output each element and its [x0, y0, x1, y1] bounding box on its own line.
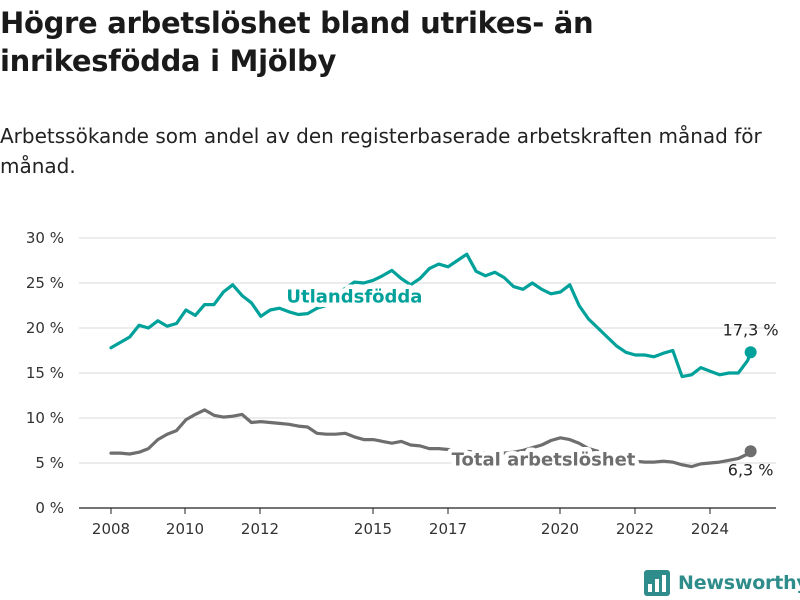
end-value-label: 6,3 %: [728, 460, 774, 479]
y-tick-label: 15 %: [26, 364, 64, 382]
series-label-halo: Utlandsfödda: [286, 287, 422, 308]
y-tick-label: 30 %: [26, 229, 64, 247]
series-label: Utlandsfödda: [286, 287, 422, 308]
x-tick-label: 2012: [241, 520, 279, 538]
series-line-total: [109, 408, 753, 469]
x-tick-label: 2017: [429, 520, 467, 538]
x-tick-label: 2020: [541, 520, 579, 538]
series-label-halo: Total arbetslöshet: [452, 449, 636, 470]
y-tick-label: 0 %: [35, 499, 64, 517]
brand-logo[interactable]: Newsworthy: [644, 570, 800, 596]
end-value-label: 17,3 %: [723, 320, 779, 339]
series-label: Total arbetslöshet: [452, 449, 636, 470]
y-tick-label: 10 %: [26, 409, 64, 427]
y-tick-label: 25 %: [26, 274, 64, 292]
series-end-point: [744, 445, 757, 458]
x-tick-label: 2008: [92, 520, 130, 538]
series-end-point: [744, 346, 757, 359]
x-tick-label: 2010: [166, 520, 204, 538]
chart-title: Högre arbetslöshet bland utrikes- än inr…: [0, 6, 594, 78]
x-tick-label: 2022: [616, 520, 654, 538]
chart-subtitle: Arbetssökande som andel av den registerb…: [0, 124, 762, 178]
bar-chart-icon: [644, 570, 670, 596]
y-tick-label: 5 %: [35, 454, 64, 472]
series-line-utlandsfodda: [109, 252, 753, 379]
x-tick-label: 2024: [691, 520, 729, 538]
y-tick-label: 20 %: [26, 319, 64, 337]
x-tick-label: 2015: [354, 520, 392, 538]
brand-name: Newsworthy: [678, 572, 800, 594]
